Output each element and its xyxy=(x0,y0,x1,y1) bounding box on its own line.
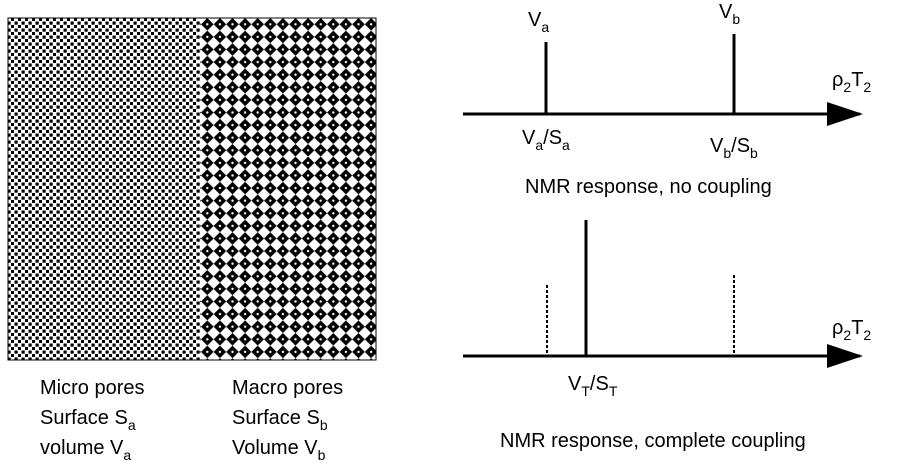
text-part: Volume V xyxy=(232,437,318,459)
macro-surface: Surface Sb xyxy=(232,407,328,433)
caption: NMR response, no coupling xyxy=(525,176,772,198)
text-part: V xyxy=(528,9,542,31)
peak-label: VT/ST xyxy=(568,373,618,399)
text-part: /S xyxy=(731,135,750,157)
subscript: a xyxy=(128,417,136,433)
subscript: b xyxy=(732,11,740,27)
subscript: a xyxy=(123,447,131,463)
caption: NMR response, complete coupling xyxy=(500,430,806,452)
text-part: T xyxy=(851,317,863,339)
subscript: a xyxy=(535,137,543,153)
peak-label: Va xyxy=(528,9,549,35)
text-part: V xyxy=(710,135,724,157)
text-part: /S xyxy=(543,127,562,149)
text-part: Surface S xyxy=(232,407,320,429)
macro-title: Macro pores xyxy=(232,377,343,399)
peak-label: Vb xyxy=(719,1,740,27)
text-part: V xyxy=(568,373,582,395)
macro-pores xyxy=(200,18,376,360)
text-part: ρ xyxy=(832,317,843,339)
text-part: Surface S xyxy=(40,407,128,429)
micro-surface: Surface Sa xyxy=(40,407,136,433)
subscript: b xyxy=(723,145,731,161)
macro-volume: Volume Vb xyxy=(232,437,326,463)
tick-label: Va/Sa xyxy=(522,127,570,153)
axis-label: ρ2T2 xyxy=(832,69,871,95)
text-part: volume V xyxy=(40,437,124,459)
subscript: a xyxy=(562,137,570,153)
subscript: b xyxy=(318,447,326,463)
subscript: a xyxy=(541,19,549,35)
micro-title: Micro pores xyxy=(40,377,144,399)
text-part: T xyxy=(851,69,863,91)
text-part: V xyxy=(719,1,733,23)
subscript: 2 xyxy=(843,327,851,343)
text-part: V xyxy=(522,127,536,149)
axis-label: ρ2T2 xyxy=(832,317,871,343)
subscript: b xyxy=(750,145,758,161)
micro-pores xyxy=(8,18,200,360)
subscript: b xyxy=(320,417,328,433)
micro-volume: volume Va xyxy=(40,437,131,463)
text-part: /S xyxy=(590,373,609,395)
subscript: 2 xyxy=(863,79,871,95)
subscript: T xyxy=(609,383,618,399)
text-part: ρ xyxy=(832,69,843,91)
subscript: 2 xyxy=(863,327,871,343)
subscript: 2 xyxy=(843,79,851,95)
subscript: T xyxy=(581,383,590,399)
tick-label: Vb/Sb xyxy=(710,135,758,161)
pore-box xyxy=(7,17,377,361)
